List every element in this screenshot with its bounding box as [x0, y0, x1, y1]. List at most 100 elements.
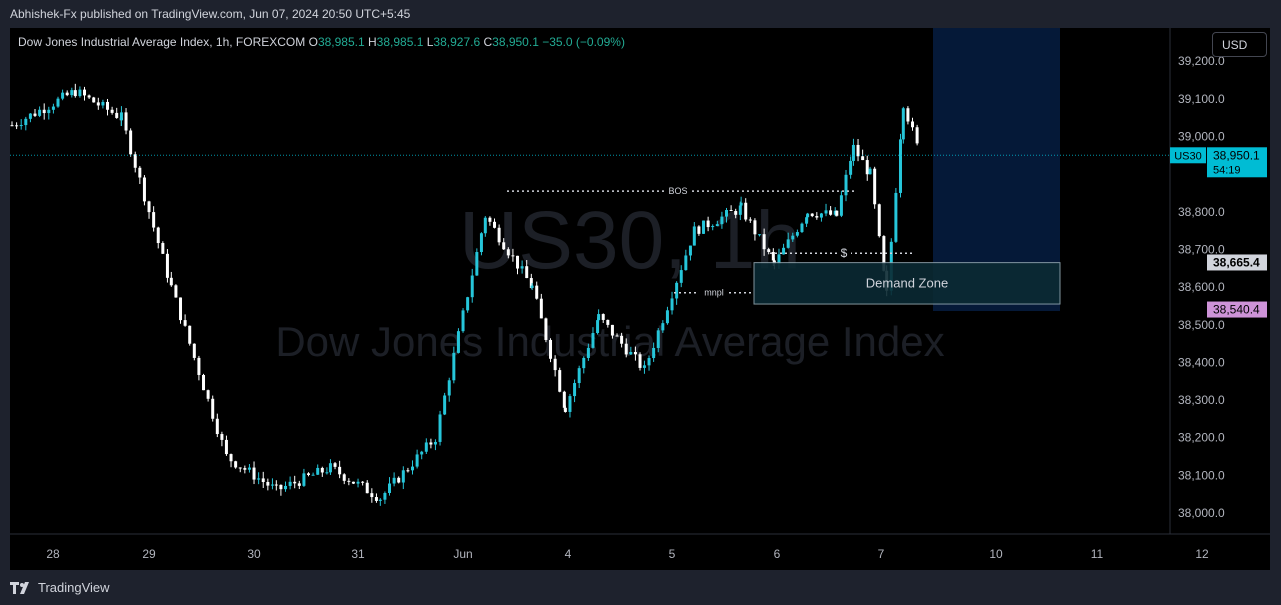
- candle: [461, 308, 465, 333]
- candle: [758, 234, 762, 237]
- x-tick-label: 5: [669, 547, 676, 561]
- candle: [624, 338, 628, 358]
- candle: [78, 86, 82, 98]
- candle: [597, 309, 601, 322]
- candle: [894, 187, 898, 243]
- candle: [829, 206, 833, 216]
- candle: [161, 241, 165, 255]
- candle: [456, 328, 460, 354]
- candle: [606, 319, 610, 328]
- candle: [297, 480, 301, 490]
- last-price-value: 38,950.1: [1213, 148, 1260, 162]
- candle: [553, 355, 557, 377]
- tradingview-brand[interactable]: TradingView: [10, 580, 110, 595]
- candle: [601, 313, 605, 324]
- candle: [183, 314, 187, 327]
- candle: [106, 98, 110, 116]
- y-tick-label: 38,100.0: [1178, 468, 1225, 482]
- legend-close-label: C: [483, 35, 493, 49]
- candle: [119, 106, 123, 127]
- candle: [169, 271, 173, 287]
- candle: [257, 472, 261, 485]
- candle: [452, 346, 456, 384]
- candle: [15, 122, 19, 130]
- candle: [156, 226, 160, 249]
- candle: [397, 476, 401, 484]
- demand-zone-label: Demand Zone: [866, 275, 948, 290]
- candle: [133, 151, 137, 173]
- candle: [165, 249, 169, 283]
- last-price-symbol: US30: [1174, 150, 1202, 162]
- candle: [370, 488, 374, 503]
- candle: [638, 352, 642, 371]
- candle: [563, 405, 567, 413]
- x-tick-label: 7: [878, 547, 885, 561]
- candle: [562, 390, 566, 411]
- legend-symbol: Dow Jones Industrial Average Index, 1h, …: [18, 35, 306, 49]
- candle: [115, 107, 119, 119]
- candle: [188, 325, 192, 346]
- candle: [791, 232, 795, 242]
- candle: [174, 284, 178, 298]
- candle: [906, 106, 910, 125]
- candle: [424, 438, 428, 454]
- candle: [320, 466, 324, 477]
- candle: [266, 478, 270, 491]
- candle: [591, 327, 595, 349]
- candle: [729, 205, 733, 212]
- y-tick-label: 38,500.0: [1178, 318, 1225, 332]
- candle: [110, 106, 114, 115]
- y-tick-label: 39,100.0: [1178, 92, 1225, 106]
- candle: [83, 86, 87, 101]
- candle: [28, 113, 32, 123]
- candle: [835, 210, 839, 217]
- candle: [351, 481, 355, 485]
- candle: [544, 317, 548, 343]
- demand-zone: [753, 262, 1061, 305]
- candle: [406, 467, 410, 473]
- candle: [284, 481, 288, 492]
- demand-bottom-price: 38,540.4: [1213, 303, 1260, 317]
- candle: [506, 247, 510, 259]
- candle: [488, 216, 492, 226]
- candle: [558, 367, 562, 393]
- candle: [261, 471, 265, 489]
- y-tick-label: 38,700.0: [1178, 242, 1225, 256]
- candle: [342, 473, 346, 485]
- candle: [302, 468, 306, 487]
- candle: [274, 480, 278, 491]
- candle: [573, 379, 577, 403]
- candle: [753, 218, 757, 241]
- candle: [215, 413, 219, 438]
- x-tick-label: 6: [774, 547, 781, 561]
- candle: [415, 449, 419, 469]
- candle: [711, 224, 715, 231]
- candle: [744, 198, 748, 222]
- candle: [475, 248, 479, 276]
- candle: [856, 139, 860, 162]
- candle: [806, 212, 810, 222]
- symbol-legend: Dow Jones Industrial Average Index, 1h, …: [18, 35, 625, 49]
- candle: [720, 211, 724, 229]
- currency-button[interactable]: USD: [1212, 32, 1267, 57]
- candle: [479, 232, 483, 256]
- chart-frame[interactable]: US30, 1h Dow Jones Industrial Average Ind…: [10, 28, 1270, 570]
- candle: [652, 342, 656, 362]
- watermark-symbol: US30, 1h: [459, 195, 801, 286]
- candle: [51, 103, 55, 114]
- mnpl-label: mnpl: [704, 288, 724, 298]
- candle: [497, 224, 501, 246]
- candle: [819, 212, 823, 222]
- legend-high: 38,985.1: [376, 35, 424, 49]
- x-tick-label: Jun: [453, 547, 472, 561]
- x-tick-label: 29: [142, 547, 156, 561]
- y-tick-label: 39,000.0: [1178, 130, 1225, 144]
- candle: [247, 463, 251, 473]
- candle: [877, 203, 881, 238]
- candle: [279, 484, 283, 496]
- chart-svg[interactable]: US30, 1h Dow Jones Industrial Average Ind…: [10, 28, 1270, 570]
- candle: [206, 389, 210, 402]
- watermark-title: Dow Jones Industrial Average Index: [275, 318, 944, 365]
- candle: [530, 283, 534, 291]
- candle: [19, 119, 23, 130]
